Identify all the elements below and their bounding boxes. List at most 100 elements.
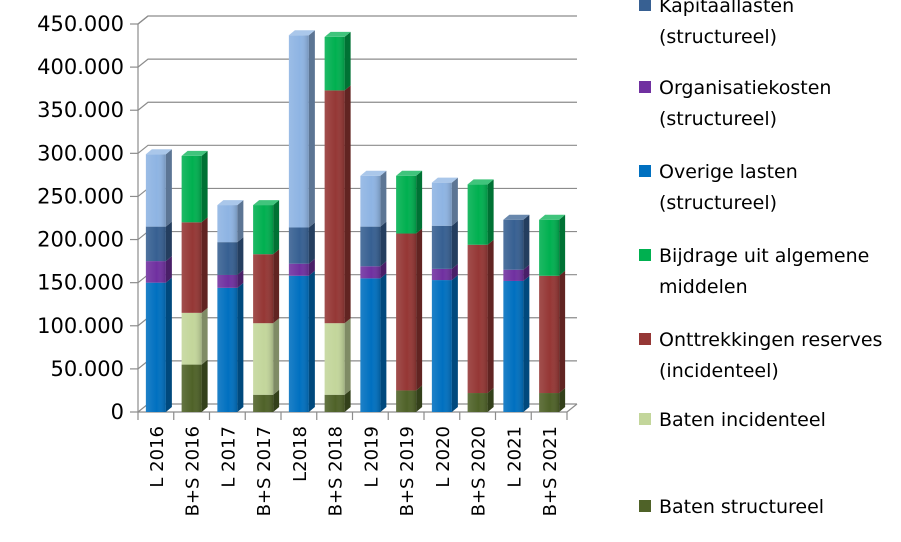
bar-top	[467, 179, 494, 185]
y-tick-label: 200.000	[37, 228, 124, 252]
bar-segment-side	[237, 200, 244, 243]
bar-segment-shading	[503, 269, 524, 281]
bar-segment-shading	[503, 280, 524, 412]
bar-segment-side	[165, 149, 172, 227]
bar-segment-shading	[431, 280, 452, 412]
bar-segment-side	[416, 385, 423, 412]
y-tick-label: 100.000	[37, 314, 124, 338]
bar-segment-shading	[288, 227, 309, 264]
bar-top	[181, 150, 208, 156]
bar-segment-side	[273, 200, 280, 255]
bar-segment-side	[451, 177, 458, 226]
bar-segment-shading	[253, 205, 274, 255]
bar-segment-side	[308, 30, 315, 228]
bar-segment-shading	[431, 268, 452, 281]
bar-top	[360, 170, 387, 176]
bar-segment-shading	[145, 226, 166, 262]
bar-segment-side	[344, 31, 351, 91]
bar-top	[145, 149, 172, 155]
legend-label: (structureel)	[659, 192, 777, 214]
bar-segment-shading	[324, 394, 345, 412]
bar-segment-side	[237, 269, 244, 288]
bar-segment-side	[451, 275, 458, 412]
bar-segment-shading	[181, 222, 202, 313]
bar-segment-shading	[324, 90, 345, 324]
x-category-label: L 2020	[433, 426, 454, 488]
axis-labels: 0 50.000 100.000 150.000 200.000 250.000 300.0…	[37, 12, 561, 516]
y-tick-label: 350.000	[37, 98, 124, 122]
bar-segment-shading	[360, 226, 381, 267]
bar-segment-side	[344, 318, 351, 395]
gridline	[137, 144, 577, 154]
bar-segment-side	[201, 150, 208, 223]
bar-segment-side	[487, 179, 494, 245]
legend-label: Kapitaallasten	[659, 0, 794, 17]
legend: Kapitaallasten (structureel) Organisatieko…	[639, 0, 882, 518]
legend-swatch	[639, 413, 651, 425]
bar-segment-shading	[324, 323, 345, 395]
x-category-label: B+S 2020	[469, 426, 490, 516]
bar-segment-side	[273, 249, 280, 324]
bar-segment-side	[559, 388, 566, 412]
legend-swatch	[639, 165, 651, 177]
bar-segment-shading	[288, 263, 309, 276]
bar-segment-shading	[396, 175, 417, 234]
y-tick-label: 150.000	[37, 271, 124, 295]
legend-label: (structureel)	[659, 108, 777, 130]
bar-segment-side	[380, 273, 387, 412]
bar-segment-shading	[181, 364, 202, 412]
bar-segment-side	[237, 237, 244, 275]
y-tick-label: 0	[111, 400, 124, 424]
bar-segment-side	[237, 282, 244, 412]
bar-segment-side	[523, 214, 530, 270]
bar-top	[431, 177, 458, 183]
bar-segment-side	[523, 275, 530, 412]
bar-segment-shading	[467, 393, 488, 412]
legend-label: Overige lasten	[659, 161, 798, 183]
x-category-label: B+S 2018	[326, 426, 347, 516]
bar-segment-side	[451, 220, 458, 269]
x-category-label: L2018	[290, 426, 311, 482]
legend-label: Baten structureel	[659, 496, 824, 518]
axes	[130, 15, 578, 420]
legend-swatch	[639, 333, 651, 345]
x-category-label: L 2017	[218, 426, 239, 488]
legend-label: middelen	[659, 276, 748, 298]
bar-top	[253, 200, 280, 206]
bar-segment-side	[201, 359, 208, 412]
bar-segment-shading	[360, 278, 381, 412]
y-tick-label: 250.000	[37, 184, 124, 208]
bar-segment-side	[165, 221, 172, 262]
x-category-label: B+S 2017	[254, 426, 275, 516]
bar-segment-shading	[431, 225, 452, 269]
bar-segment-shading	[217, 274, 238, 288]
gridline	[137, 101, 577, 111]
y-tick-label: 450.000	[37, 12, 124, 36]
legend-swatch	[639, 500, 651, 512]
bar-segment-side	[308, 270, 315, 412]
legend-label: Onttrekkingen reserves	[659, 329, 882, 351]
y-tick-label: 400.000	[37, 55, 124, 79]
bar-segment-shading	[181, 312, 202, 365]
bar-segment-side	[380, 221, 387, 267]
bar-segment-side	[523, 264, 530, 281]
bar-segment-shading	[145, 282, 166, 412]
bar-segment-shading	[467, 184, 488, 245]
x-category-label: L 2021	[504, 426, 525, 488]
bar-segment-shading	[360, 175, 381, 227]
bar-segment-shading	[288, 275, 309, 412]
bar-segment-side	[416, 228, 423, 391]
bar-segment-shading	[217, 242, 238, 275]
legend-swatch	[639, 249, 651, 261]
y-tick-label: 50.000	[51, 357, 124, 381]
bar-segment-shading	[324, 36, 345, 91]
bar-segment-side	[308, 258, 315, 276]
bar-segment-shading	[503, 219, 524, 270]
legend-swatch	[639, 0, 651, 11]
legend-label: (structureel)	[659, 26, 777, 48]
bars	[145, 30, 566, 412]
bar-segment-side	[344, 389, 351, 412]
bar-segment-shading	[467, 244, 488, 394]
y-tick-label: 300.000	[37, 141, 124, 165]
